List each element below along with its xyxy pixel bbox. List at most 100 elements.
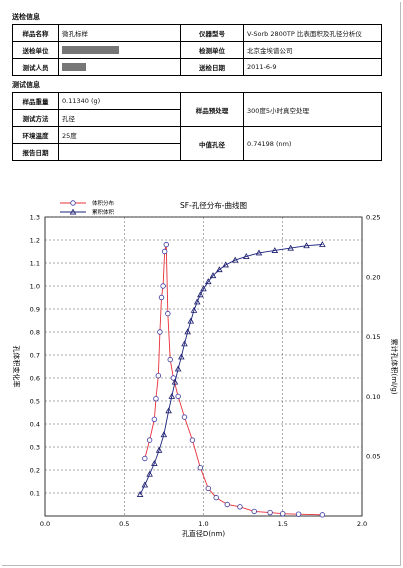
series-point-1 bbox=[151, 459, 158, 466]
test-info-table: 样品重量 0.11340 (g) 样品预处理 300度5小时真空处理 测试方法 … bbox=[12, 92, 382, 161]
series-point-0 bbox=[146, 437, 153, 443]
y-left-tick-label: 0.1 bbox=[30, 490, 40, 498]
series-point-1 bbox=[222, 261, 229, 268]
series-point-0 bbox=[155, 372, 162, 379]
y-left-tick-label: 0.4 bbox=[30, 421, 40, 429]
series-point-0 bbox=[151, 416, 158, 423]
test-unit-label: 检测单位 bbox=[180, 41, 244, 59]
series-point-1 bbox=[168, 392, 176, 399]
series-point-0 bbox=[181, 414, 188, 420]
series-point-0 bbox=[251, 508, 257, 515]
sample-info-title: 送检信息 bbox=[12, 13, 40, 21]
tester-label: 测试人员 bbox=[12, 58, 59, 76]
instrument-model-value: V-Sorb 2800TP 比表面积及孔径分析仪 bbox=[243, 24, 382, 42]
series-point-0 bbox=[295, 511, 302, 517]
tester-value bbox=[58, 58, 181, 76]
submit-date-label: 送检日期 bbox=[180, 58, 244, 76]
y-right-tick-label: 0.15 bbox=[366, 333, 380, 341]
series-point-0 bbox=[267, 509, 273, 516]
series-point-1 bbox=[243, 253, 250, 259]
series-point-0 bbox=[280, 511, 286, 517]
legend-label-1: 累积体积 bbox=[92, 208, 115, 216]
series-point-1 bbox=[255, 249, 263, 256]
series-point-1 bbox=[171, 378, 179, 385]
series-point-0 bbox=[163, 241, 169, 248]
pretreatment-label: 样品预处理 bbox=[180, 92, 244, 127]
median-pore-value: 0.74198 (nm) bbox=[243, 126, 382, 161]
submitter-label: 送检单位 bbox=[12, 41, 59, 59]
y-left-tick-label: 0.3 bbox=[30, 444, 40, 452]
legend-marker-0 bbox=[70, 200, 76, 206]
axis-ticks: 0.1 0.2 0.3 0.4 0.5 0.6 0.7 0.8 0.9 1.0 1.1 1.2 1.3 0… bbox=[30, 214, 381, 529]
series-point-0 bbox=[142, 455, 148, 462]
x-tick-label: 1.5 bbox=[278, 520, 288, 528]
series-layer bbox=[136, 241, 326, 518]
sample-weight-value: 0.11340 (g) bbox=[58, 92, 181, 110]
y-left-tick-label: 0.5 bbox=[30, 398, 40, 406]
x-tick-label: 1.0 bbox=[198, 520, 208, 528]
series-point-1 bbox=[178, 353, 185, 360]
y-left-tick-label: 1.2 bbox=[30, 237, 40, 245]
y-left-tick-label: 1.1 bbox=[30, 260, 40, 268]
x-tick-label: 2.0 bbox=[357, 520, 367, 528]
pretreatment-value: 300度5小时真空处理 bbox=[243, 92, 382, 127]
test-unit-value: 北京金埃谱公司 bbox=[243, 41, 382, 59]
y-right-axis-label: 累计孔体积(ml/g) bbox=[390, 338, 399, 394]
grid bbox=[45, 216, 362, 516]
instrument-model-label: 仪器型号 bbox=[180, 24, 244, 42]
series-point-1 bbox=[174, 365, 182, 372]
y-left-tick-label: 0.8 bbox=[30, 329, 40, 337]
series-point-0 bbox=[153, 395, 159, 402]
y-left-tick-label: 1.3 bbox=[30, 214, 40, 222]
series-point-1 bbox=[197, 291, 204, 298]
submitter-value bbox=[58, 41, 181, 59]
method-value: 孔径 bbox=[58, 109, 181, 127]
sample-name-label: 样品名称 bbox=[12, 24, 59, 42]
series-point-0 bbox=[197, 465, 204, 471]
sample-info-table: 样品名称 微孔标样 仪器型号 V-Sorb 2800TP 比表面积及孔径分析仪 … bbox=[12, 24, 382, 76]
y-right-tick-label: 0.05 bbox=[366, 453, 380, 461]
series-point-1 bbox=[187, 317, 195, 324]
series-point-1 bbox=[200, 285, 207, 292]
series-point-0 bbox=[160, 283, 166, 289]
sample-weight-label: 样品重量 bbox=[12, 92, 59, 110]
series-point-1 bbox=[193, 298, 201, 305]
method-label: 测试方法 bbox=[12, 109, 59, 127]
series-point-0 bbox=[224, 501, 230, 508]
submit-date-value: 2011-6-9 bbox=[243, 58, 382, 76]
report-date-value bbox=[58, 143, 181, 161]
y-left-tick-label: 0.9 bbox=[30, 306, 40, 314]
y-left-tick-label: 0.6 bbox=[30, 375, 40, 383]
y-left-axis-label: 孔体积变化率 bbox=[12, 346, 21, 388]
series-point-1 bbox=[181, 340, 188, 347]
series-point-1 bbox=[209, 272, 217, 279]
series-line-1 bbox=[139, 244, 323, 495]
y-right-tick-label: 0.25 bbox=[366, 214, 380, 222]
temperature-value: 25度 bbox=[58, 126, 181, 144]
test-info-title: 测试信息 bbox=[12, 81, 40, 89]
x-tick-label: 0.0 bbox=[40, 520, 50, 528]
series-point-1 bbox=[146, 470, 153, 477]
chart-title: SF-孔径分布-曲线图 bbox=[180, 200, 247, 210]
legend-label-0: 体积分布 bbox=[92, 199, 115, 207]
series-point-1 bbox=[287, 244, 294, 251]
series-point-0 bbox=[237, 504, 243, 510]
series-point-0 bbox=[189, 437, 196, 443]
y-right-tick-label: 0.10 bbox=[366, 393, 380, 401]
legend-marker-1 bbox=[69, 208, 77, 215]
series-point-0 bbox=[161, 248, 168, 255]
redaction-bar bbox=[62, 63, 86, 71]
series-point-1 bbox=[204, 278, 212, 285]
series-point-1 bbox=[231, 256, 239, 263]
median-pore-label: 中值孔径 bbox=[180, 126, 244, 161]
report-date-label: 报告日期 bbox=[12, 143, 59, 161]
y-right-tick-label: 0.20 bbox=[366, 273, 380, 281]
series-point-1 bbox=[184, 328, 191, 335]
series-point-0 bbox=[157, 329, 163, 335]
series-point-0 bbox=[167, 356, 173, 363]
redaction-bar bbox=[62, 46, 119, 54]
series-point-0 bbox=[205, 485, 211, 492]
series-point-1 bbox=[136, 491, 144, 497]
